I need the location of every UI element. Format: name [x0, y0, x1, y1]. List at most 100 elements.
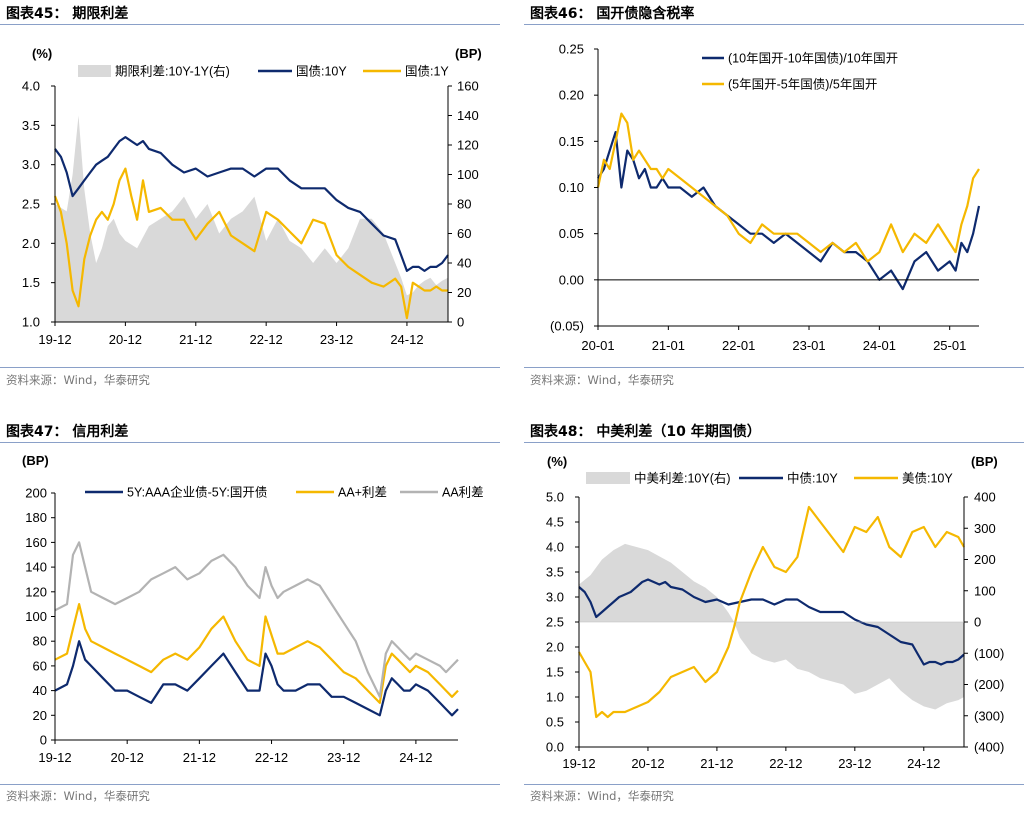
legend-label: 期限利差:10Y-1Y(右): [115, 64, 230, 79]
y-tick-label-right: 120: [457, 138, 479, 153]
x-tick-label: 21-12: [700, 756, 733, 771]
y-tick-label-left: 4.0: [546, 540, 564, 555]
chart-title: 图表45： 期限利差: [6, 6, 129, 22]
y-tick-label-left: 0: [40, 733, 47, 748]
chart-panel-48: 图表48： 中美利差（10 年期国债） 5.0 4.5 4.0 3.5 3.0 2.5 2.…: [524, 418, 1024, 818]
series-line-2: [596, 112, 980, 263]
chart-title: 图表48： 中美利差（10 年期国债）: [530, 424, 761, 440]
y-tick-label-left: 40: [33, 683, 47, 698]
series-line-3: [578, 505, 965, 719]
y-tick-label-left: 160: [25, 535, 47, 550]
x-tick-label: 23-12: [320, 332, 353, 347]
y-tick-label-right: 60: [457, 226, 471, 241]
y-tick-label-right: 100: [974, 583, 996, 598]
x-tick-label: 24-01: [863, 338, 896, 353]
y-unit-left: (%): [32, 46, 52, 61]
x-tick-label: 24-12: [907, 756, 940, 771]
y-tick-label-left: 0.25: [559, 42, 584, 57]
y-tick-label-left: 0.15: [559, 134, 584, 149]
y-tick-label-right: 100: [457, 167, 479, 182]
y-tick-label-left: 1.5: [22, 275, 40, 290]
legend-label: 国债:1Y: [405, 65, 449, 79]
y-tick-label-left: 3.0: [546, 590, 564, 605]
x-tick-label: 19-12: [38, 750, 71, 765]
y-tick-label-right: 40: [457, 256, 471, 271]
y-tick-label-right: 160: [457, 79, 479, 94]
x-tick-label: 19-12: [38, 332, 71, 347]
series-line-1: [597, 131, 981, 291]
title-rule: [524, 442, 1024, 443]
chart-svg-48: 5.0 4.5 4.0 3.5 3.0 2.5 2.0 1.5 1.0 0.5 0.0 400 300 2…: [546, 454, 1004, 771]
y-tick-label-left: 0.20: [559, 88, 584, 103]
x-tick-label: 23-12: [838, 756, 871, 771]
x-tick-label: 21-12: [183, 750, 216, 765]
x-tick-label: 20-12: [631, 756, 664, 771]
source-note: 资料来源：Wind，华泰研究: [6, 789, 150, 803]
x-tick-label: 24-12: [390, 332, 423, 347]
y-tick-label-left: 2.5: [22, 197, 40, 212]
y-tick-label-right: 80: [457, 197, 471, 212]
series-area-1: [579, 543, 964, 710]
legend-label: AA利差: [442, 486, 484, 500]
y-tick-label-left: 2.0: [22, 236, 40, 251]
y-tick-label-left: 100: [25, 609, 47, 624]
chart-title: 图表47： 信用利差: [6, 424, 129, 440]
title-rule: [524, 24, 1024, 25]
y-tick-label-left: 20: [33, 708, 47, 723]
legend-label: 美债:10Y: [902, 472, 953, 486]
chart-title: 图表46： 国开债隐含税率: [530, 6, 695, 22]
y-tick-label-right: 0: [457, 315, 464, 330]
x-tick-label: 20-01: [581, 338, 614, 353]
legend-label: 中美利差:10Y(右): [634, 471, 731, 486]
y-tick-label-left: 1.5: [546, 665, 564, 680]
series-line-1: [54, 640, 459, 717]
x-tick-label: 19-12: [562, 756, 595, 771]
x-tick-label: 21-01: [652, 338, 685, 353]
chart-svg-45: 4.0 3.5 3.0 2.5 2.0 1.5 1.0 160 140 120 100 80 60 40 2…: [22, 46, 482, 347]
y-tick-label-left: 3.0: [22, 157, 40, 172]
y-unit-left: (%): [547, 454, 567, 469]
y-tick-label-left: 140: [25, 560, 47, 575]
y-tick-label-right: (300): [974, 708, 1004, 723]
y-tick-label-left: 0.5: [546, 715, 564, 730]
chart-panel-47: 图表47： 信用利差 200 180 160 140 120 100 80 60 40 20 0 19…: [0, 418, 500, 818]
y-tick-label-right: 0: [974, 615, 981, 630]
title-rule: [0, 442, 500, 443]
legend-label: 国债:10Y: [296, 65, 347, 79]
source-note: 资料来源：Wind，华泰研究: [530, 789, 674, 803]
y-tick-label-left: 1.0: [546, 690, 564, 705]
series-line-2: [578, 578, 965, 666]
y-tick-label-right: 20: [457, 285, 471, 300]
y-tick-label-right: 200: [974, 552, 996, 567]
x-tick-label: 24-12: [399, 750, 432, 765]
y-tick-label-left: 0.0: [546, 740, 564, 755]
series-line-2: [54, 603, 459, 704]
y-tick-label-left: (0.05): [550, 319, 584, 334]
y-tick-label-right: 300: [974, 521, 996, 536]
y-tick-label-left: 1.0: [22, 315, 40, 330]
legend-label: AA+利差: [338, 486, 387, 500]
y-tick-label-left: 0.00: [559, 272, 584, 287]
x-tick-label: 22-12: [250, 332, 283, 347]
legend-label: 5Y:AAA企业债-5Y:国开债: [127, 485, 267, 500]
source-rule: [0, 367, 500, 368]
x-tick-label: 25-01: [933, 338, 966, 353]
x-tick-label: 20-12: [111, 750, 144, 765]
title-rule: [0, 24, 500, 25]
y-tick-label-right: 400: [974, 490, 996, 505]
y-tick-label-left: 3.5: [546, 565, 564, 580]
y-unit-right: (BP): [971, 454, 998, 469]
source-rule: [524, 367, 1024, 368]
y-tick-label-left: 0.05: [559, 226, 584, 241]
x-tick-label: 23-12: [327, 750, 360, 765]
y-tick-label-left: 5.0: [546, 490, 564, 505]
y-tick-label-left: 3.5: [22, 118, 40, 133]
y-tick-label-left: 0.10: [559, 180, 584, 195]
series-line-3: [53, 167, 448, 320]
chart-panel-46: 图表46： 国开债隐含税率 0.25 0.20 0.15 0.10 0.05 0.00 (0…: [524, 0, 1024, 400]
x-tick-label: 23-01: [792, 338, 825, 353]
y-tick-label-left: 80: [33, 634, 47, 649]
x-tick-label: 22-12: [769, 756, 802, 771]
y-tick-label-right: (100): [974, 646, 1004, 661]
